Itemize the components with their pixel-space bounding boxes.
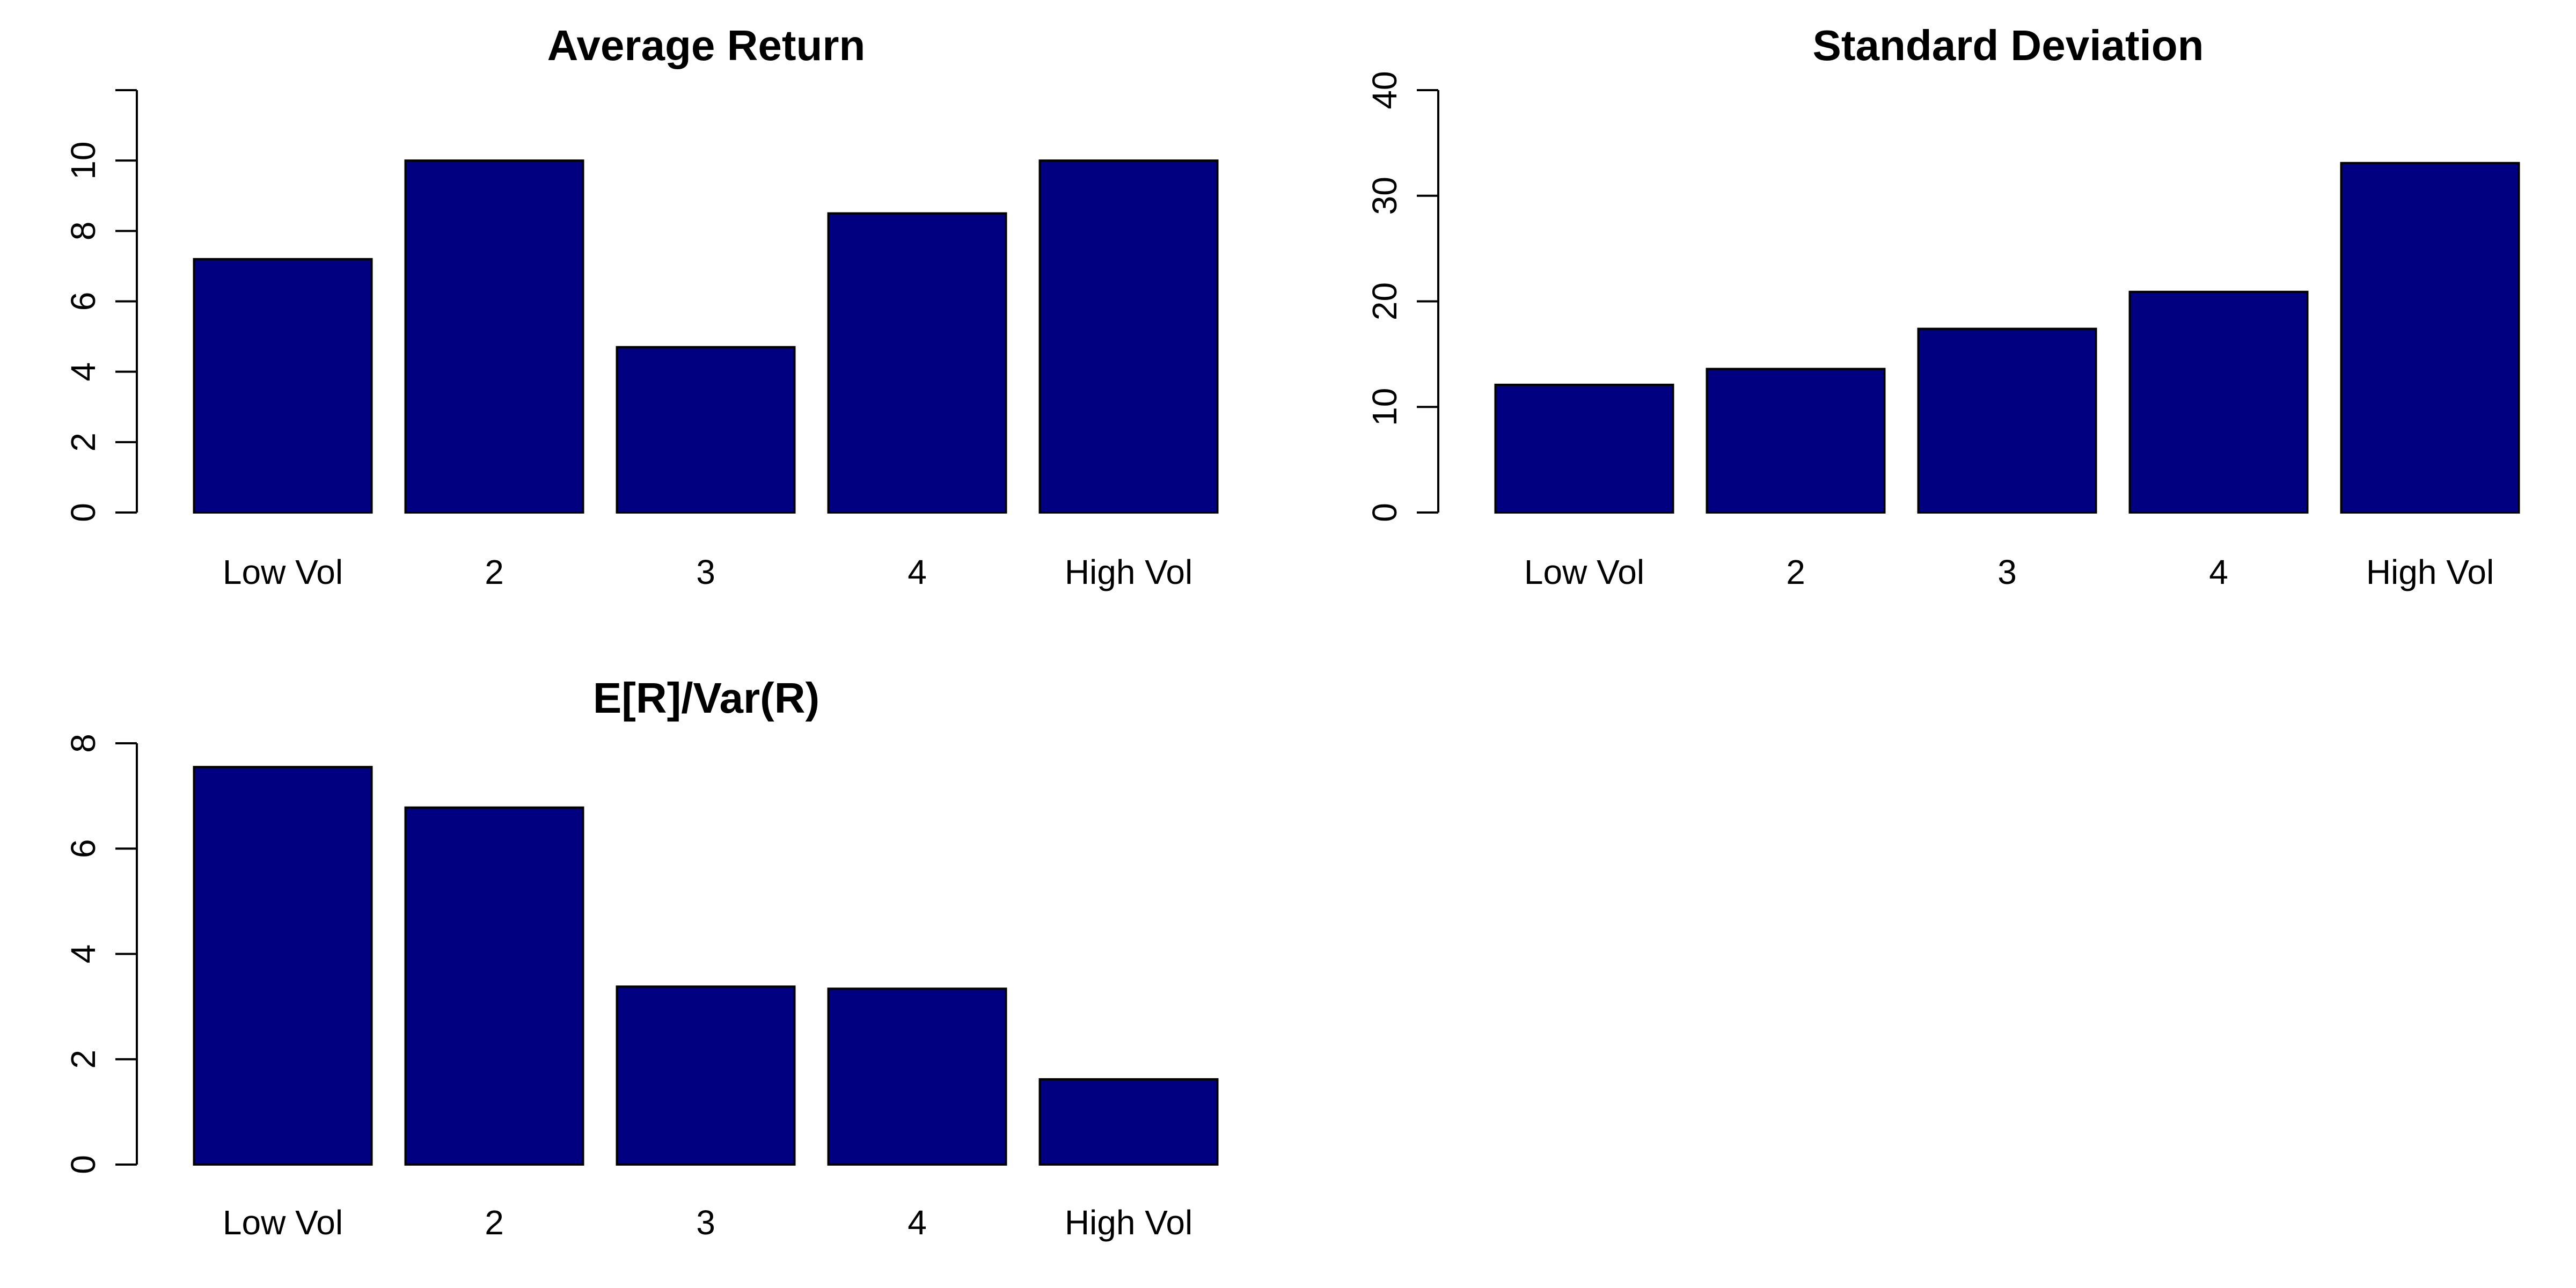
x-tick-label: High Vol bbox=[2366, 553, 2494, 591]
chart-panel-standard-deviation: Standard Deviation 0 10 20 30 40 Low Vol 2 3 4 H… bbox=[1365, 21, 2520, 591]
x-tick-label: 2 bbox=[1786, 553, 1805, 591]
bar-3 bbox=[616, 346, 796, 514]
y-axis-ticks: 0 2 4 6 8 bbox=[64, 734, 137, 1174]
bar-high-vol bbox=[2340, 162, 2520, 514]
y-tick-label: 0 bbox=[64, 503, 103, 522]
y-tick-label: 0 bbox=[1365, 503, 1404, 522]
bar-series bbox=[193, 159, 1219, 514]
bar-high-vol bbox=[1038, 159, 1219, 514]
x-tick-label: Low Vol bbox=[1524, 553, 1644, 591]
x-tick-label: Low Vol bbox=[223, 553, 343, 591]
x-axis-labels: Low Vol 2 3 4 High Vol bbox=[223, 553, 1192, 591]
x-axis-labels: Low Vol 2 3 4 High Vol bbox=[1524, 553, 2494, 591]
chart-panel-er-var-r: E[R]/Var(R) 0 2 4 6 8 Low Vol 2 3 4 High Vol bbox=[64, 674, 1219, 1242]
bar-low-vol bbox=[193, 258, 373, 514]
bar-low-vol bbox=[193, 766, 373, 1166]
chart-title: Standard Deviation bbox=[1812, 21, 2204, 69]
y-tick-label: 20 bbox=[1365, 282, 1404, 320]
x-tick-label: Low Vol bbox=[223, 1203, 343, 1242]
y-tick-label: 10 bbox=[64, 142, 103, 180]
y-tick-label: 10 bbox=[1365, 388, 1404, 426]
x-tick-label: High Vol bbox=[1065, 1203, 1192, 1242]
bar-2 bbox=[404, 159, 584, 514]
bar-series bbox=[193, 766, 1219, 1166]
x-tick-label: High Vol bbox=[1065, 553, 1192, 591]
bar-2 bbox=[1706, 368, 1886, 514]
y-tick-label: 8 bbox=[64, 222, 103, 241]
bar-4 bbox=[827, 987, 1007, 1166]
y-tick-label: 4 bbox=[64, 945, 103, 964]
x-tick-label: 3 bbox=[696, 553, 715, 591]
y-tick-label: 4 bbox=[64, 362, 103, 382]
chart-title: Average Return bbox=[547, 21, 866, 69]
y-tick-label: 6 bbox=[64, 292, 103, 311]
y-axis-ticks: 0 10 20 30 40 bbox=[1365, 71, 1438, 522]
x-axis-labels: Low Vol 2 3 4 High Vol bbox=[223, 1203, 1192, 1242]
y-tick-label: 6 bbox=[64, 839, 103, 858]
y-tick-label: 0 bbox=[64, 1155, 103, 1174]
bar-high-vol bbox=[1038, 1078, 1219, 1166]
y-tick-label: 2 bbox=[64, 1050, 103, 1069]
x-tick-label: 4 bbox=[908, 553, 927, 591]
bar-4 bbox=[827, 212, 1007, 514]
chart-panel-average-return: Average Return 0 2 4 6 8 10 Low Vol 2 3 4 High Vo… bbox=[64, 21, 1219, 591]
bar-2 bbox=[404, 806, 584, 1166]
y-tick-label: 30 bbox=[1365, 177, 1404, 215]
x-tick-label: 2 bbox=[485, 1203, 504, 1242]
bar-4 bbox=[2128, 290, 2309, 514]
x-tick-label: 3 bbox=[696, 1203, 715, 1242]
x-tick-label: 4 bbox=[2209, 553, 2228, 591]
bar-series bbox=[1494, 162, 2520, 514]
y-tick-label: 40 bbox=[1365, 71, 1404, 109]
bar-3 bbox=[1917, 327, 2097, 514]
x-tick-label: 4 bbox=[908, 1203, 927, 1242]
y-tick-label: 8 bbox=[64, 734, 103, 753]
y-tick-label: 2 bbox=[64, 433, 103, 452]
y-axis-ticks: 0 2 4 6 8 10 bbox=[64, 89, 137, 522]
x-tick-label: 3 bbox=[1997, 553, 2017, 591]
bar-low-vol bbox=[1494, 383, 1674, 514]
chart-title: E[R]/Var(R) bbox=[593, 674, 819, 722]
x-tick-label: 2 bbox=[485, 553, 504, 591]
bar-3 bbox=[616, 985, 796, 1166]
